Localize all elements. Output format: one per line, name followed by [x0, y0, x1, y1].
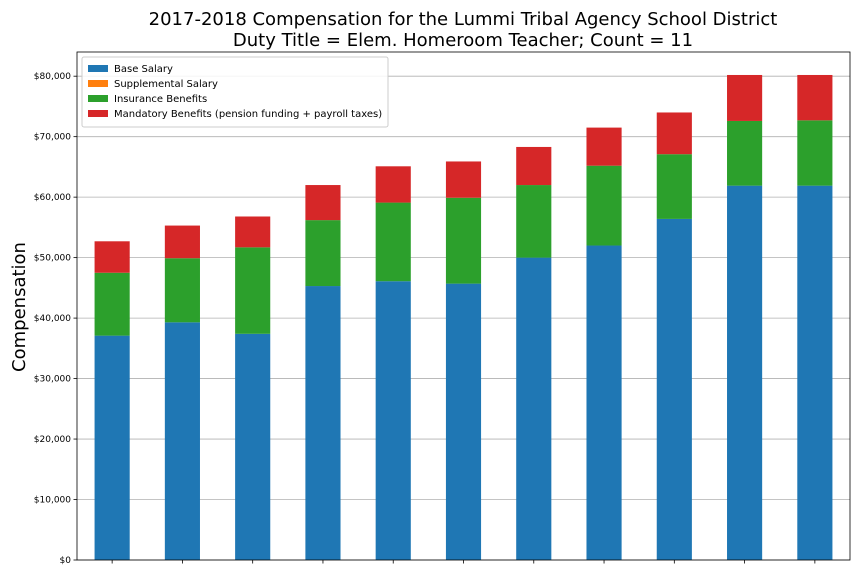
y-tick-label: $20,000: [34, 435, 71, 445]
axes: $0 $10,000 $20,000 $30,000 $40,000 $50,000 $60…: [34, 51, 851, 566]
legend: Base Salary Supplemental Salary Insurance …: [81, 56, 389, 128]
legend-swatch: [88, 95, 108, 102]
y-tick-label: $70,000: [34, 133, 71, 143]
legend-swatch: [88, 110, 108, 117]
legend-swatch: [88, 80, 108, 87]
y-tick-label: $60,000: [34, 193, 71, 203]
bar-segment-insurance-benefits: [445, 197, 482, 284]
bar-segment-base-salary: [586, 245, 622, 560]
bar-segment-insurance-benefits: [656, 154, 692, 219]
bar-segment-insurance-benefits: [516, 185, 552, 258]
y-axis-label: Compensation: [9, 242, 30, 372]
bar-segment-base-salary: [375, 281, 411, 560]
bar-segment-base-salary: [305, 286, 341, 560]
bar-segment-insurance-benefits: [305, 220, 341, 287]
y-tick-label: $50,000: [34, 254, 71, 264]
y-tick-label: $40,000: [34, 314, 71, 324]
bar-segment-mandatory-benefits-pension-funding-payroll-taxes: [586, 127, 622, 166]
chart-title-line-1: 2017-2018 Compensation for the Lummi Tri…: [149, 9, 778, 30]
bar-segment-insurance-benefits: [727, 120, 763, 186]
chart-title-line-2: Duty Title = Elem. Homeroom Teacher; Cou…: [233, 30, 693, 51]
bar-segment-base-salary: [445, 283, 482, 560]
y-tick-label: $10,000: [34, 496, 71, 506]
y-tick-label: $80,000: [34, 72, 71, 82]
bar-segment-mandatory-benefits-pension-funding-payroll-taxes: [94, 241, 130, 273]
legend-label: Mandatory Benefits (pension funding + pa…: [114, 109, 382, 120]
bar-segment-insurance-benefits: [797, 120, 833, 186]
bar-segment-insurance-benefits: [94, 272, 130, 336]
legend-box: [81, 56, 389, 128]
bar-segment-insurance-benefits: [164, 258, 200, 323]
bar-segment-mandatory-benefits-pension-funding-payroll-taxes: [727, 74, 763, 121]
bar-segment-insurance-benefits: [235, 247, 271, 334]
y-tick-label: $0: [60, 556, 72, 566]
bar-segment-insurance-benefits: [586, 165, 622, 246]
bar-segment-mandatory-benefits-pension-funding-payroll-taxes: [235, 216, 271, 248]
bar-segment-base-salary: [516, 257, 552, 560]
bars: [94, 74, 833, 560]
bar-segment-base-salary: [235, 333, 271, 560]
legend-label: Base Salary: [114, 64, 173, 75]
bar-segment-insurance-benefits: [375, 202, 411, 282]
legend-label: Supplemental Salary: [114, 79, 218, 90]
bar-segment-mandatory-benefits-pension-funding-payroll-taxes: [305, 185, 341, 221]
bar-segment-mandatory-benefits-pension-funding-payroll-taxes: [797, 74, 833, 121]
bar-segment-mandatory-benefits-pension-funding-payroll-taxes: [516, 146, 552, 186]
bar-segment-base-salary: [656, 218, 692, 560]
bar-segment-base-salary: [94, 335, 130, 560]
y-tick-label: $30,000: [34, 375, 71, 385]
bar-segment-mandatory-benefits-pension-funding-payroll-taxes: [164, 225, 200, 259]
bar-segment-mandatory-benefits-pension-funding-payroll-taxes: [656, 112, 692, 155]
bar-segment-base-salary: [797, 185, 833, 560]
legend-swatch: [88, 65, 108, 72]
bar-segment-mandatory-benefits-pension-funding-payroll-taxes: [375, 166, 411, 203]
bar-segment-mandatory-benefits-pension-funding-payroll-taxes: [445, 161, 482, 198]
bar-segment-base-salary: [727, 185, 763, 560]
legend-label: Insurance Benefits: [114, 94, 207, 105]
bar-segment-base-salary: [164, 322, 200, 560]
plot-frame: [76, 51, 851, 561]
